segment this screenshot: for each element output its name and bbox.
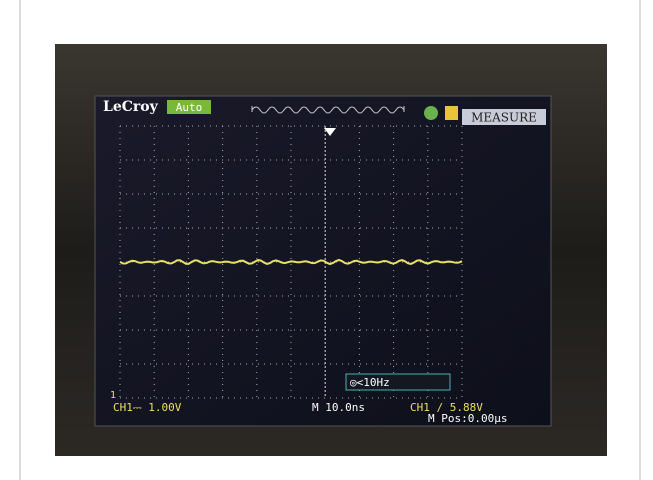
trigger-freq: ◎<10Hz — [350, 376, 390, 389]
mode: Auto — [176, 101, 203, 114]
storage-icon — [445, 106, 458, 120]
measure-title: MEASURE — [471, 111, 537, 125]
channel-marker: 1 — [110, 390, 116, 401]
position: M Pos:0.00μs — [428, 412, 507, 425]
screenshot: CH1Vpp160.0mVCH1Vmax12.00VCH1Vmin11.84VC… — [0, 0, 653, 480]
channel-scale: CH1⎓ 1.00V — [113, 401, 182, 414]
timebase: M 10.0ns — [312, 401, 365, 414]
trigger-freq-value: <10Hz — [357, 376, 390, 389]
brand: LeCroy — [103, 99, 159, 115]
run-icon — [424, 106, 438, 120]
